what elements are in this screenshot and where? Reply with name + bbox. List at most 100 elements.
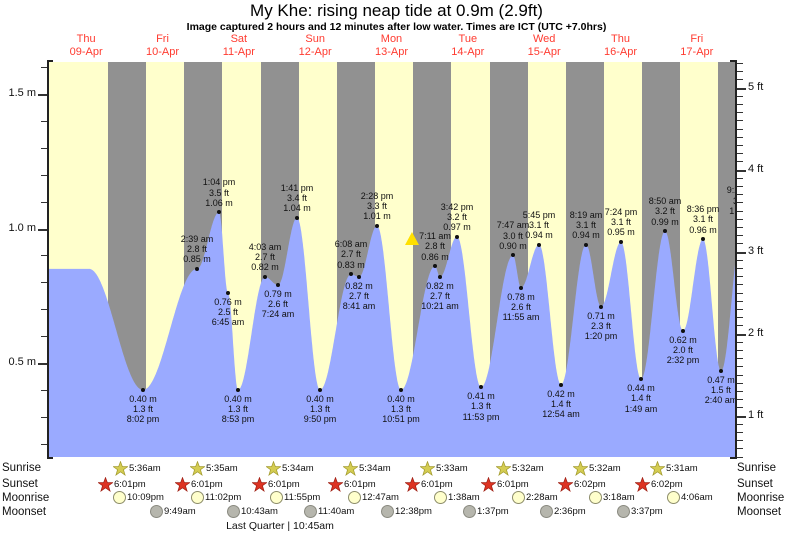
tide-extreme-dot	[584, 242, 588, 247]
moonset-icon	[617, 505, 630, 518]
tide-extreme-label-high: 5:45 pm 3.1 ft 0.94 m	[499, 210, 579, 241]
line-3: 2:40 am	[704, 395, 735, 406]
tide-extreme-dot	[511, 253, 515, 258]
ephemeris-time: 11:40am	[318, 506, 355, 517]
line-1: 1:04 pm	[202, 177, 236, 188]
right-axis-tick	[737, 382, 743, 384]
right-axis-label: 2 ft	[748, 326, 764, 339]
left-axis-label: 1.5 m	[8, 87, 36, 99]
ephemeris-time: 5:34am	[359, 463, 391, 474]
right-axis-tick	[737, 366, 743, 368]
line-1: 0.40 m	[129, 393, 157, 404]
line-1: 7:24 pm	[604, 206, 638, 217]
line-3: 0.97 m	[443, 221, 471, 232]
ephemeris-event-moonrise: 4:06am	[667, 491, 713, 504]
ephemeris-event-moonrise: 11:55pm	[270, 491, 320, 504]
line-2: 1.3 ft	[227, 404, 248, 415]
right-axis-tick	[737, 218, 743, 220]
ephemeris-event-moonrise: 11:02pm	[191, 491, 241, 504]
ephemeris-row-label-left-sunrise: Sunrise	[2, 462, 41, 474]
tide-extreme-dot	[141, 387, 145, 392]
line-2: 1.4 ft	[550, 398, 571, 409]
line-1: 0.40 m	[306, 393, 334, 404]
line-1: 0.71 m	[587, 310, 615, 321]
ephemeris-event-sunrise: 5:34am	[266, 461, 314, 476]
tide-extreme-dot	[375, 223, 379, 228]
right-axis-tick	[737, 71, 743, 73]
tide-extreme-label-low: 0.40 m 1.3 ft 9:50 pm	[280, 394, 360, 425]
right-axis-tick	[737, 349, 743, 351]
line-2: 3.1 ft	[528, 219, 549, 230]
tide-extreme-dot	[599, 304, 603, 309]
tide-curve	[48, 212, 735, 457]
line-3: 0.94 m	[572, 230, 600, 241]
tide-extreme-label-high: 2:28 pm 3.3 ft 1.01 m	[337, 191, 417, 222]
right-axis-tick	[737, 120, 743, 122]
line-1: 0.82 m	[426, 280, 454, 291]
line-3: 1.06 m	[205, 197, 233, 208]
ephemeris-time: 12:47am	[362, 492, 399, 503]
line-3: 0.85 m	[183, 254, 211, 265]
moonset-icon	[304, 505, 317, 518]
line-1: 0.47 m	[707, 375, 735, 386]
line-1: 0.62 m	[669, 334, 697, 345]
line-3: 0.96 m	[689, 224, 717, 235]
day-header-11-apr: Sat 11-Apr	[201, 33, 277, 59]
left-axis-tick	[41, 147, 47, 149]
ephemeris-time: 6:01pm	[114, 479, 146, 490]
tide-extreme-label-high: 4:03 am 2.7 ft 0.82 m	[225, 242, 305, 273]
ephemeris-row-label-right-sunrise: Sunrise	[737, 462, 776, 474]
left-axis-tick	[41, 120, 47, 122]
right-axis-tick	[737, 431, 743, 433]
right-axis-tick	[737, 292, 743, 294]
ephemeris-event-sunset: 6:01pm	[252, 477, 300, 492]
line-1: 8:50 am	[648, 196, 682, 207]
line-2: 2.3 ft	[590, 320, 611, 331]
tide-extreme-dot	[195, 266, 199, 271]
line-2: 3.2 ft	[654, 206, 675, 217]
line-1: 0.79 m	[264, 288, 292, 299]
moonrise-icon	[270, 491, 283, 504]
sunrise-icon	[573, 461, 588, 476]
tide-extreme-dot	[349, 272, 353, 277]
line-3: 1.01 m	[363, 211, 391, 222]
line-3: 1:49 am	[624, 403, 658, 414]
right-axis-tick	[737, 153, 743, 155]
right-axis-tick	[737, 226, 743, 228]
line-2: 3.4 ft	[286, 192, 307, 203]
tide-extreme-dot	[226, 291, 230, 296]
line-3: 8:53 pm	[221, 414, 255, 425]
sunrise-icon	[496, 461, 511, 476]
ephemeris-time: 2:28am	[526, 492, 558, 503]
day-of-week: Thu	[611, 33, 630, 45]
line-3: 0.86 m	[421, 251, 449, 262]
tide-extreme-dot	[263, 274, 267, 279]
right-axis-tick	[737, 399, 743, 401]
right-axis-tick	[737, 210, 743, 212]
moonrise-icon	[348, 491, 361, 504]
right-axis-tick	[737, 333, 746, 336]
ephemeris-event-sunset: 6:01pm	[405, 477, 453, 492]
tide-extreme-label-low: 0.42 m 1.4 ft 12:54 am	[521, 389, 601, 420]
ephemeris-time: 1:37pm	[477, 506, 509, 517]
line-2: 2.7 ft	[429, 291, 450, 302]
right-axis-tick	[737, 95, 743, 97]
right-axis-tick	[737, 235, 743, 237]
tide-extreme-label-high: 1:04 pm 3.5 ft 1.06 m	[179, 177, 259, 208]
tide-extreme-label-low: 0.76 m 2.5 ft 6:45 am	[188, 297, 268, 328]
ephemeris-time: 4:06am	[681, 492, 713, 503]
line-3: 10:21 am	[421, 301, 459, 312]
line-1: 0.76 m	[214, 297, 242, 308]
right-axis-tick	[737, 169, 746, 172]
right-axis-tick	[737, 243, 743, 245]
right-axis-label: 1 ft	[748, 408, 764, 421]
tide-extreme-label-high: 6:08 am 2.7 ft 0.83 m	[311, 239, 391, 270]
sunrise-icon	[343, 461, 358, 476]
tide-extreme-dot	[559, 382, 563, 387]
ephemeris-event-sunrise: 5:32am	[573, 461, 621, 476]
moonrise-icon	[512, 491, 525, 504]
line-1: 1:41 pm	[280, 182, 314, 193]
line-3: 9:50 pm	[303, 414, 337, 425]
sunrise-icon	[650, 461, 665, 476]
right-axis-tick	[737, 177, 743, 179]
